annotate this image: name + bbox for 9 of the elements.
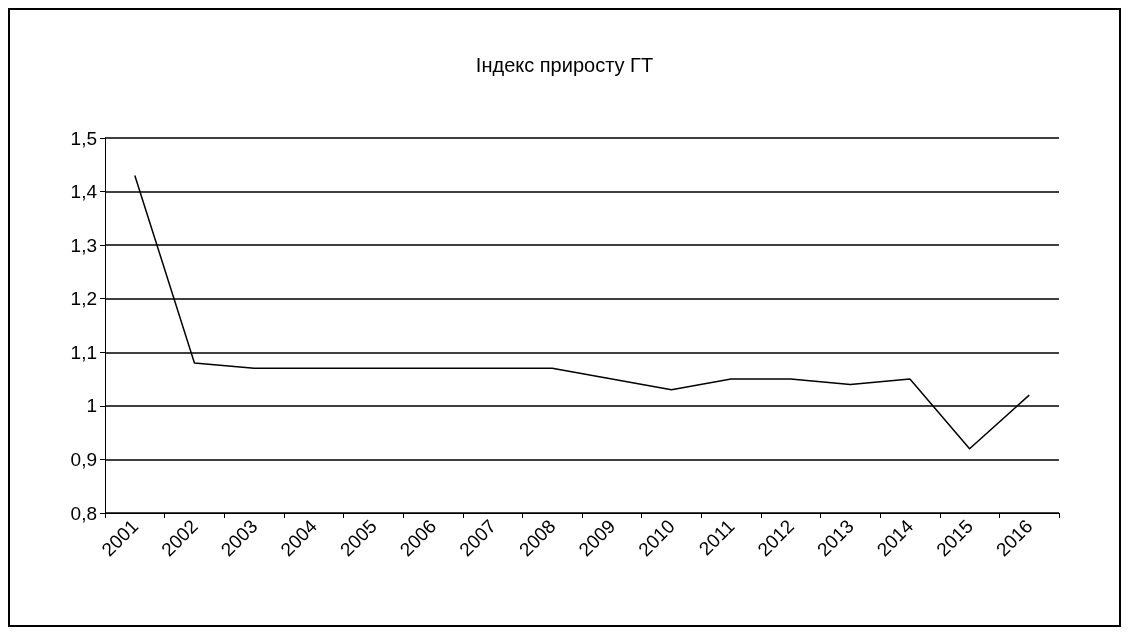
y-tick-label: 1	[86, 395, 97, 417]
y-tick-label: 0,9	[70, 448, 97, 470]
y-tick-label: 1,3	[70, 234, 97, 256]
y-tick-label: 1,2	[70, 288, 97, 310]
y-tick-label: 1,1	[70, 341, 97, 363]
y-tick-label: 1,5	[70, 127, 97, 149]
y-tick-label: 0,8	[70, 502, 97, 524]
y-tick-label: 1,4	[70, 181, 98, 203]
chart-title: Індекс приросту ГТ	[475, 54, 654, 76]
